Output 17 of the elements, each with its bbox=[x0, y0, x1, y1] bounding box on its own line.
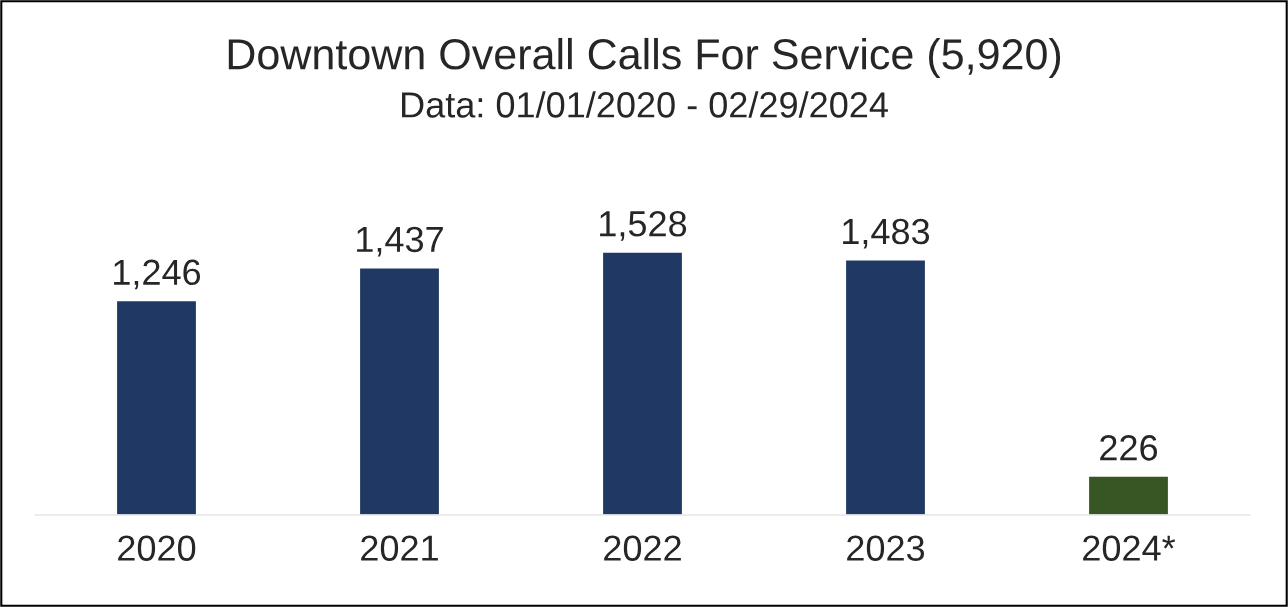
chart-subtitle: Data: 01/01/2020 - 02/29/2024 bbox=[402, 91, 888, 118]
data-label: 226 bbox=[1100, 435, 1158, 461]
x-tick-label: 2024* bbox=[1083, 535, 1176, 561]
x-tick-label: 2022 bbox=[604, 535, 681, 561]
data-label: 1,437 bbox=[357, 226, 443, 257]
data-label: 1,246 bbox=[114, 259, 201, 290]
data-label: 1,483 bbox=[843, 218, 930, 249]
x-tick-label: 2020 bbox=[118, 535, 196, 561]
data-label: 1,528 bbox=[600, 210, 687, 241]
bar bbox=[1087, 475, 1170, 515]
x-tick-label: 2021 bbox=[361, 535, 438, 561]
chart-title: Downtown Overall Calls For Service (5,920) bbox=[228, 37, 1061, 79]
bar bbox=[601, 251, 684, 515]
bar bbox=[358, 266, 441, 515]
bar bbox=[844, 259, 927, 515]
x-tick-label: 2023 bbox=[847, 535, 925, 561]
bar bbox=[115, 299, 198, 515]
